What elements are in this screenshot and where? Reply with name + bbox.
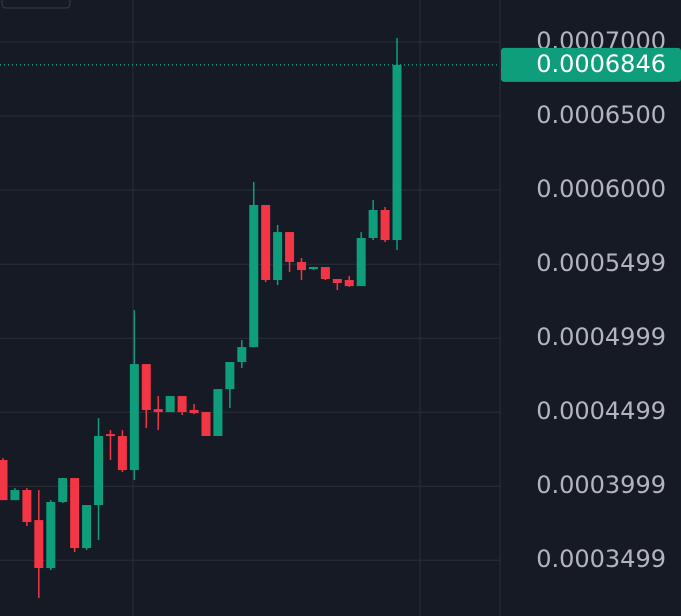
- candle-body: [177, 396, 187, 413]
- candle-body: [22, 490, 32, 523]
- candle-body: [201, 412, 211, 437]
- candle-body: [285, 232, 295, 262]
- candle-body: [320, 267, 330, 279]
- candle-body: [392, 64, 402, 241]
- candle-body: [225, 362, 235, 390]
- candle-body: [117, 436, 127, 471]
- y-tick-label: 0.0006500: [536, 101, 666, 129]
- candle-body: [58, 478, 68, 503]
- y-tick-label: 0.0004499: [536, 397, 666, 425]
- toolbar-button[interactable]: [1, 0, 71, 9]
- candle-body: [153, 409, 163, 413]
- candle-body: [129, 364, 139, 471]
- y-tick-label: 0.0006000: [536, 175, 666, 203]
- y-tick-label: 0.0003999: [536, 471, 666, 499]
- last-price-label: 0.0006846: [536, 50, 666, 78]
- candle-body: [249, 204, 259, 348]
- candle-body: [237, 347, 247, 363]
- candle-body: [273, 232, 283, 281]
- candle-body: [141, 364, 151, 410]
- candle-body: [70, 478, 80, 549]
- y-tick-label: 0.0004999: [536, 323, 666, 351]
- candle-body: [10, 490, 20, 501]
- candle-body: [0, 460, 8, 501]
- candle-body: [34, 520, 44, 569]
- candle-body: [356, 237, 366, 287]
- candle-body: [82, 504, 92, 549]
- candle-body: [368, 210, 378, 238]
- candle-body: [165, 396, 175, 413]
- candle-body: [189, 409, 199, 414]
- candle-body: [213, 389, 223, 437]
- candle-body: [344, 280, 354, 287]
- candle-body: [297, 261, 306, 271]
- candle-body: [380, 210, 390, 241]
- y-tick-label: 0.0003499: [536, 545, 666, 573]
- candle-body: [46, 502, 56, 569]
- candle-body: [105, 434, 115, 437]
- candle-body: [332, 278, 342, 283]
- candle-body: [261, 204, 271, 281]
- candle-body: [94, 436, 104, 505]
- candle-body: [308, 267, 318, 270]
- y-tick-label: 0.0005499: [536, 249, 666, 277]
- last-price-badge: [501, 47, 681, 82]
